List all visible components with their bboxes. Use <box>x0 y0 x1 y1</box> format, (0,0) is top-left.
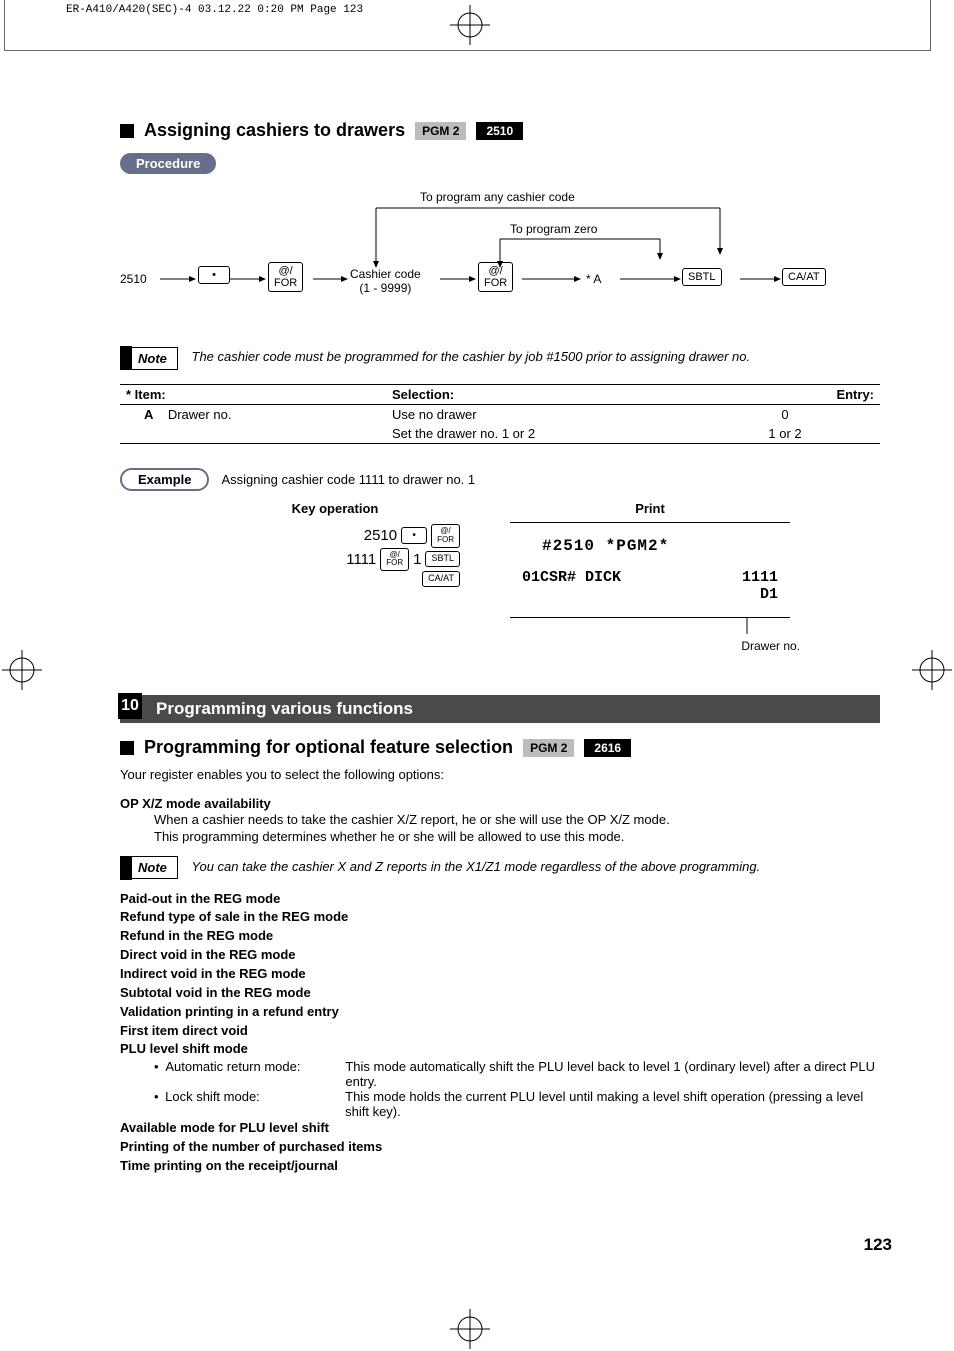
key-dot: • <box>198 266 230 284</box>
plu-b2-text: This mode holds the current PLU level un… <box>345 1089 880 1119</box>
list-item: Subtotal void in the REG mode <box>120 984 880 1003</box>
bullet-square-icon <box>120 741 134 755</box>
list-item: Direct void in the REG mode <box>120 946 880 965</box>
crop-mark-right <box>894 640 954 700</box>
crop-mark-top <box>0 0 954 60</box>
section-bar: 10 Programming various functions <box>120 695 880 723</box>
key-atfor: @/ FOR <box>268 262 303 292</box>
list-item: Refund type of sale in the REG mode <box>120 908 880 927</box>
plu-bullet-2: • Lock shift mode: This mode holds the c… <box>120 1089 880 1119</box>
list-item: Validation printing in a refund entry <box>120 1003 880 1022</box>
cell-a: A <box>126 407 153 422</box>
section-number-box: 10 <box>118 693 142 719</box>
section2-intro: Your register enables you to select the … <box>120 766 880 784</box>
list-item: Paid-out in the REG mode <box>120 890 880 909</box>
cell-entry-1: 0 <box>690 405 880 425</box>
th-entry: Entry: <box>690 385 880 405</box>
key-atfor: @/ FOR <box>431 524 460 548</box>
table-row: Set the drawer no. 1 or 2 1 or 2 <box>120 424 880 444</box>
cell-entry-2: 1 or 2 <box>690 424 880 444</box>
cashier-code-text: Cashier code <box>350 267 421 281</box>
section2-heading: Programming for optional feature selecti… <box>120 737 880 758</box>
list-item: PLU level shift mode <box>120 1040 880 1059</box>
print-col: Print #2510 *PGM2* 01CSR# DICK 1111 D1 D… <box>510 501 790 653</box>
plu-b1-label: Automatic return mode: <box>165 1059 345 1089</box>
crop-mark-left <box>0 640 60 700</box>
opxz-l1: When a cashier needs to take the cashier… <box>120 811 880 829</box>
th-item: * Item: <box>120 385 386 405</box>
key-num-2510: 2510 <box>364 527 397 544</box>
item-table: * Item: Selection: Entry: A Drawer no. U… <box>120 384 880 444</box>
cashier-code-range: (1 - 9999) <box>359 281 411 295</box>
badge-code: 2510 <box>476 122 523 140</box>
page: ER-A410/A420(SEC)-4 03.12.22 0:20 PM Pag… <box>0 0 954 1351</box>
cell-a-label: Drawer no. <box>168 407 232 422</box>
list-item: Available mode for PLU level shift <box>120 1119 880 1138</box>
section1-heading: Assigning cashiers to drawers PGM 2 2510 <box>120 120 880 141</box>
example-desc: Assigning cashier code 1111 to drawer no… <box>221 471 475 489</box>
list-item: Time printing on the receipt/journal <box>120 1157 880 1176</box>
opxz-head: OP X/Z mode availability <box>120 796 880 811</box>
section-bar-title: Programming various functions <box>156 699 413 718</box>
list-item: Indirect void in the REG mode <box>120 965 880 984</box>
note-text-2: You can take the cashier X and Z reports… <box>192 859 761 874</box>
bullet-square-icon <box>120 124 134 138</box>
note-label: Note <box>131 347 178 370</box>
key-atfor: @/ FOR <box>380 548 409 572</box>
keyop-print-row: Key operation 2510 • @/ FOR 1111 @/ FOR … <box>120 501 880 653</box>
keyop-col: Key operation 2510 • @/ FOR 1111 @/ FOR … <box>210 501 460 653</box>
print-line-2b: 1111 <box>742 569 778 586</box>
badge-code: 2616 <box>584 739 631 757</box>
print-line-2c: D1 <box>522 586 778 603</box>
section2-title: Programming for optional feature selecti… <box>144 737 513 758</box>
cell-sel-1: Use no drawer <box>386 405 690 425</box>
procedure-diagram: To program any cashier code To program z… <box>120 184 880 334</box>
flow-cashier-code-label: Cashier code (1 - 9999) <box>350 267 421 295</box>
crop-mark-bottom <box>0 1291 954 1351</box>
note-text: The cashier code must be programmed for … <box>192 349 751 364</box>
option-list: Paid-out in the REG mode Refund type of … <box>120 890 880 1060</box>
print-label: Print <box>510 501 790 516</box>
print-line-2a: 01CSR# DICK <box>522 569 621 586</box>
badge-pgm: PGM 2 <box>523 739 574 757</box>
table-row: A Drawer no. Use no drawer 0 <box>120 405 880 425</box>
key-dot: • <box>401 527 427 544</box>
list-item: Printing of the number of purchased item… <box>120 1138 880 1157</box>
procedure-pill: Procedure <box>120 153 216 174</box>
print-line-1: #2510 *PGM2* <box>542 537 778 555</box>
note-block-1: Note The cashier code must be programmed… <box>120 346 880 370</box>
note-label: Note <box>131 856 178 879</box>
page-number: 123 <box>864 1235 892 1255</box>
keyop-label: Key operation <box>210 501 460 516</box>
list-item: First item direct void <box>120 1022 880 1041</box>
example-row: Example Assigning cashier code 1111 to d… <box>120 468 880 491</box>
key-sbtl: SBTL <box>682 268 722 286</box>
note-block-2: Note You can take the cashier X and Z re… <box>120 856 880 880</box>
option-list-2: Available mode for PLU level shift Print… <box>120 1119 880 1176</box>
plu-bullet-1: • Automatic return mode: This mode autom… <box>120 1059 880 1089</box>
flow-start-code: 2510 <box>120 272 147 286</box>
key-caat: CA/AT <box>782 268 826 286</box>
print-box: #2510 *PGM2* 01CSR# DICK 1111 D1 <box>510 522 790 618</box>
content: Assigning cashiers to drawers PGM 2 2510… <box>120 120 880 1176</box>
opxz-l2: This programming determines whether he o… <box>120 828 880 846</box>
badge-pgm: PGM 2 <box>415 122 466 140</box>
example-pill: Example <box>120 468 209 491</box>
key-sbtl: SBTL <box>425 551 460 567</box>
plu-b2-label: Lock shift mode: <box>165 1089 345 1119</box>
key-atfor-2: @/ FOR <box>478 262 513 292</box>
flow-star-a: * A <box>586 272 601 286</box>
list-item: Refund in the REG mode <box>120 927 880 946</box>
key-caat: CA/AT <box>422 571 460 587</box>
section1-title: Assigning cashiers to drawers <box>144 120 405 141</box>
key-1: 1 <box>413 551 421 568</box>
cell-sel-2: Set the drawer no. 1 or 2 <box>386 424 690 444</box>
key-num-1111: 1111 <box>346 551 376 568</box>
th-selection: Selection: <box>386 385 690 405</box>
plu-b1-text: This mode automatically shift the PLU le… <box>345 1059 880 1089</box>
